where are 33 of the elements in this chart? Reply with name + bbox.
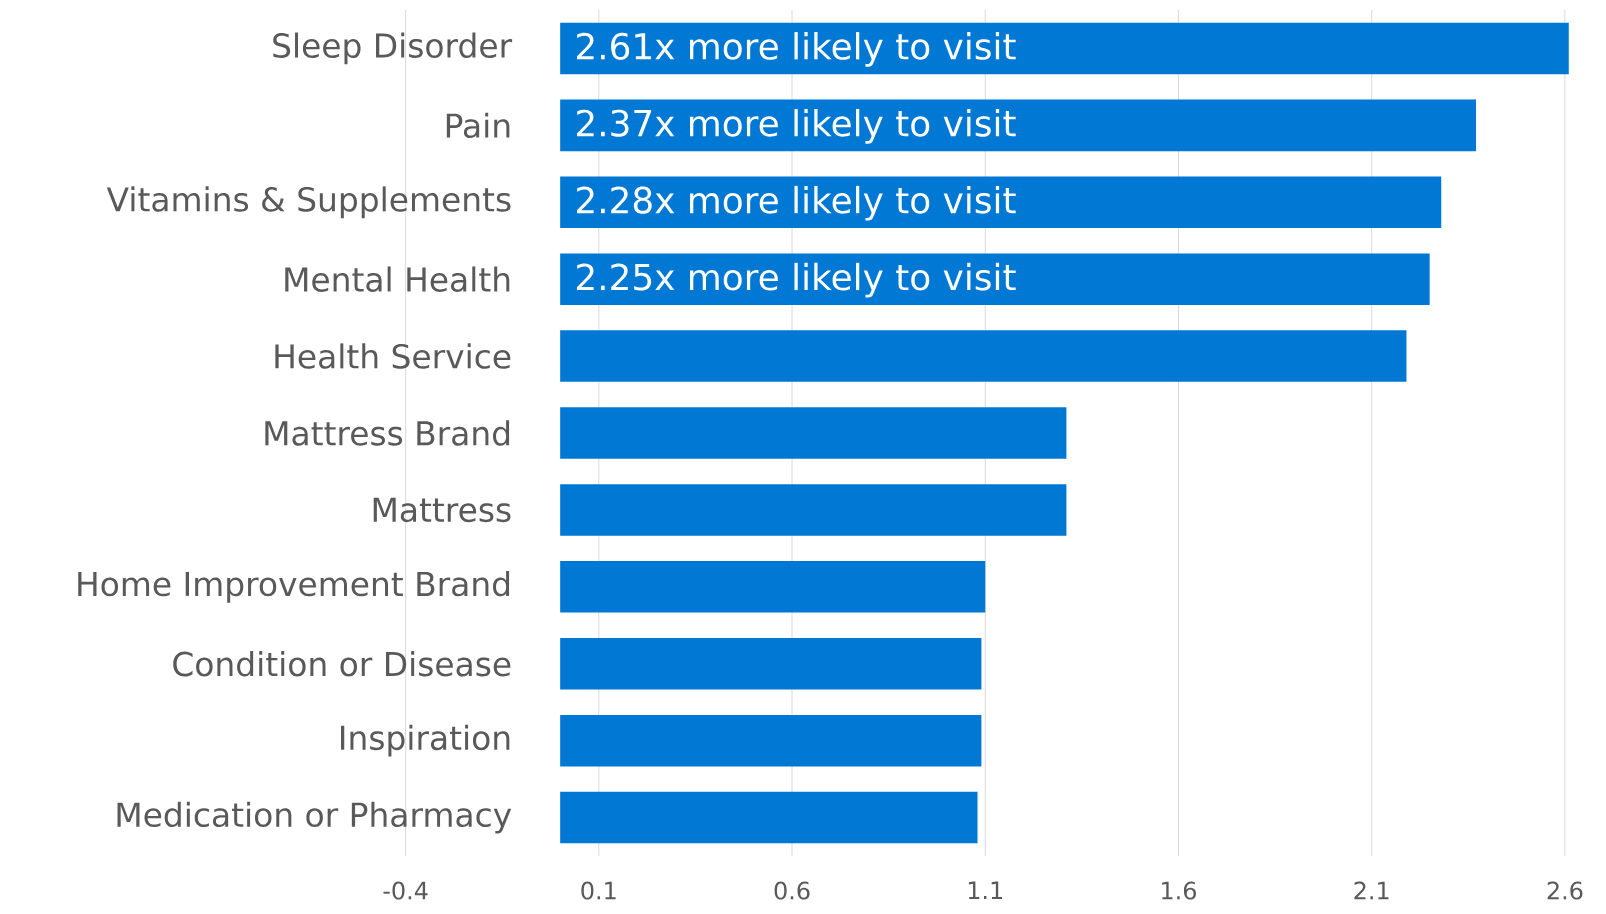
bar xyxy=(560,330,1407,382)
data-label: 2.25x more likely to visit xyxy=(577,262,1016,298)
y-tick-label: Mattress Brand xyxy=(265,420,510,446)
x-tick-label: 0.6 xyxy=(774,881,810,900)
y-tick-label: Inspiration xyxy=(340,724,510,757)
x-tick-label: 1.1 xyxy=(968,881,1003,899)
bar xyxy=(560,22,1569,75)
y-tick-label: Sleep Disorder xyxy=(273,32,513,65)
bar xyxy=(560,99,1477,152)
bar xyxy=(560,484,1067,536)
data-label: 2.61x more likely to visit xyxy=(577,32,1016,67)
bar xyxy=(560,176,1442,229)
x-tick-label: 0.1 xyxy=(581,881,616,900)
y-tick-label: Pain xyxy=(446,112,510,139)
y-tick-label: Vitamins & Supplements xyxy=(106,186,511,219)
y-tick-label: Medication or Pharmacy xyxy=(117,801,512,834)
y-tick-label: Home Improvement Brand xyxy=(78,570,510,603)
y-tick-label: Mattress xyxy=(373,497,511,523)
x-tick-label: 2.6 xyxy=(1547,881,1583,900)
bar xyxy=(560,253,1430,305)
y-tick-label: Health Service xyxy=(275,343,511,369)
x-tick-label: 1.6 xyxy=(1162,881,1196,900)
bar xyxy=(560,407,1067,459)
data-label: 2.37x more likely to visit xyxy=(577,109,1016,144)
bar xyxy=(560,561,986,613)
bar xyxy=(560,714,982,767)
data-label: 2.28x more likely to visit xyxy=(577,185,1016,221)
y-tick-label: Condition or Disease xyxy=(173,651,511,677)
y-tick-label: Mental Health xyxy=(285,266,510,292)
bar xyxy=(560,791,978,844)
bar xyxy=(560,637,982,690)
x-tick-label: -0.4 xyxy=(383,881,428,900)
x-tick-label: 2.1 xyxy=(1354,881,1389,900)
